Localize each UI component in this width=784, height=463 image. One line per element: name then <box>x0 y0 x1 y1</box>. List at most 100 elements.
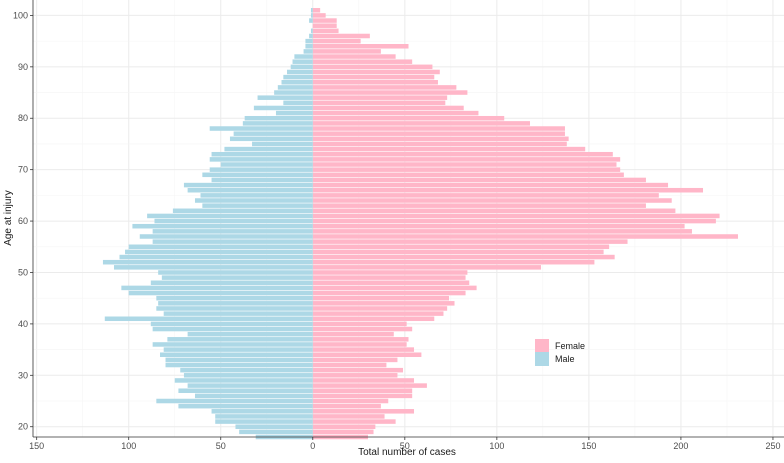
x-axis: 150 100 50 0 50 100 150 200 250 <box>29 436 784 451</box>
bar-male-age-89 <box>287 69 313 75</box>
bar-male-age-39 <box>152 326 313 332</box>
bar-male-age-72 <box>209 157 313 162</box>
bar-female-age-93 <box>312 49 381 54</box>
bar-male-age-100 <box>310 13 313 18</box>
bar-female-age-23 <box>312 409 415 414</box>
bar-female-age-84 <box>312 95 448 100</box>
bar-female-age-70 <box>312 167 621 172</box>
bar-male-age-63 <box>202 203 313 208</box>
bar-female-age-32 <box>312 362 387 368</box>
bar-female-age-33 <box>312 357 398 363</box>
bar-male-age-57 <box>139 234 313 239</box>
bar-female-age-29 <box>312 378 415 383</box>
bar-male-age-20 <box>235 424 313 429</box>
bar-female-age-59 <box>312 223 685 229</box>
bar-male-age-88 <box>283 74 313 80</box>
y-tick-label: 20 <box>18 422 28 432</box>
legend-swatch-female <box>535 339 549 353</box>
bar-female-age-36 <box>312 342 407 347</box>
bar-male-age-81 <box>275 110 313 116</box>
bar-female-age-88 <box>312 74 435 80</box>
bar-male-age-28 <box>187 383 313 388</box>
bar-male-age-64 <box>194 198 313 203</box>
bar-male-age-46 <box>128 290 313 296</box>
bars <box>102 8 738 440</box>
x-tick-label: 150 <box>581 441 596 451</box>
bar-male-age-32 <box>165 362 313 368</box>
bar-male-age-19 <box>239 429 313 435</box>
bar-male-age-50 <box>158 270 313 275</box>
bar-male-age-96 <box>309 33 313 39</box>
bar-male-age-101 <box>310 8 313 13</box>
bar-male-age-65 <box>200 193 313 198</box>
bar-male-age-40 <box>150 321 313 327</box>
bar-male-age-87 <box>281 79 313 85</box>
bar-male-age-44 <box>158 301 313 306</box>
y-axis: 20 30 40 50 60 70 80 90 100 <box>13 0 34 437</box>
bar-male-age-93 <box>303 49 313 54</box>
bar-female-age-98 <box>312 23 337 28</box>
bar-female-age-58 <box>312 229 692 234</box>
bar-male-age-91 <box>292 59 313 64</box>
bar-male-age-74 <box>224 146 313 152</box>
bar-female-age-19 <box>312 429 374 435</box>
bar-male-age-43 <box>156 306 313 311</box>
bar-female-age-24 <box>312 403 381 409</box>
bar-male-age-99 <box>309 18 313 23</box>
bar-male-age-35 <box>163 347 313 352</box>
x-axis-title: Total number of cases <box>358 447 456 458</box>
bar-female-age-79 <box>312 121 530 126</box>
bar-male-age-25 <box>156 398 313 404</box>
bar-male-age-42 <box>163 311 313 316</box>
bar-female-age-86 <box>312 85 457 90</box>
bar-male-age-21 <box>215 419 313 424</box>
bar-female-age-66 <box>312 187 704 193</box>
bar-female-age-60 <box>312 218 716 224</box>
bar-male-age-95 <box>305 38 313 44</box>
bar-male-age-24 <box>178 403 313 409</box>
bar-male-age-86 <box>277 85 313 90</box>
bar-female-age-44 <box>312 301 455 306</box>
bar-male-age-66 <box>187 187 313 193</box>
bar-female-age-73 <box>312 151 613 157</box>
bar-male-age-73 <box>211 151 313 157</box>
bar-male-age-36 <box>152 342 313 347</box>
bar-male-age-78 <box>209 126 313 131</box>
bar-female-age-20 <box>312 424 376 429</box>
bar-male-age-31 <box>180 367 313 373</box>
x-tick-label: 150 <box>29 441 44 451</box>
bar-female-age-56 <box>312 239 628 244</box>
bar-male-age-55 <box>128 244 313 250</box>
bar-male-age-97 <box>310 28 313 34</box>
bar-female-age-34 <box>312 352 422 358</box>
bar-female-age-38 <box>312 331 394 337</box>
legend-label-female: Female <box>555 341 585 351</box>
bar-female-age-64 <box>312 198 672 203</box>
bar-male-age-68 <box>211 177 313 183</box>
bar-male-age-45 <box>156 295 313 301</box>
bar-female-age-31 <box>312 367 403 373</box>
bar-female-age-69 <box>312 172 624 178</box>
y-tick-label: 90 <box>18 62 28 72</box>
x-tick-label: 50 <box>400 441 410 451</box>
y-tick-label: 60 <box>18 216 28 226</box>
bar-male-age-30 <box>183 373 313 378</box>
x-tick-label: 0 <box>310 441 315 451</box>
x-tick-label: 100 <box>121 441 136 451</box>
bar-male-age-34 <box>160 352 313 358</box>
x-tick-label: 50 <box>216 441 226 451</box>
bar-female-age-78 <box>312 126 565 131</box>
bar-female-age-61 <box>312 213 720 219</box>
bar-male-age-53 <box>119 254 313 260</box>
bar-female-age-51 <box>312 265 542 270</box>
bar-female-age-52 <box>312 259 595 265</box>
bar-female-age-57 <box>312 234 738 239</box>
bar-female-age-45 <box>312 295 449 301</box>
bar-male-age-47 <box>121 285 313 291</box>
bar-female-age-87 <box>312 79 438 85</box>
bar-female-age-27 <box>312 388 413 393</box>
bar-female-age-96 <box>312 33 370 39</box>
bar-male-age-92 <box>294 54 313 59</box>
y-tick-label: 80 <box>18 113 28 123</box>
